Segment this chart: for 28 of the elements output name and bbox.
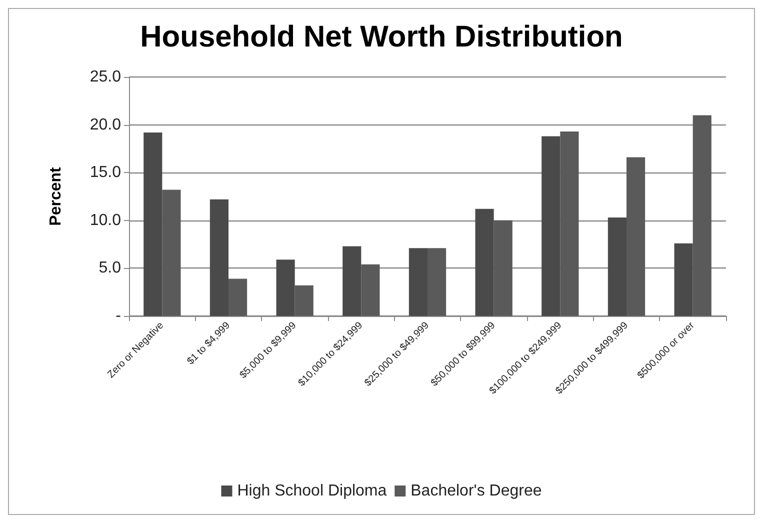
- y-axis-title: Percent: [48, 166, 64, 226]
- bar: [692, 115, 712, 316]
- y-tick-label: 20.0: [90, 116, 122, 134]
- y-tick-label: 10.0: [90, 212, 122, 229]
- y-tick-label: 5.0: [98, 260, 122, 277]
- bar: [626, 157, 646, 316]
- bar: [408, 248, 428, 316]
- chart-title: Household Net Worth Distribution: [140, 20, 623, 54]
- bar: [542, 136, 560, 316]
- bar: [361, 264, 380, 316]
- bar: [294, 285, 314, 316]
- bar: [428, 248, 446, 316]
- bar: [144, 132, 162, 316]
- bar: [560, 131, 579, 316]
- bar: [475, 208, 494, 316]
- bar: [162, 190, 181, 316]
- y-tick-label: 15.0: [90, 164, 122, 182]
- y-tick-label: 25.0: [90, 68, 122, 86]
- bar: [342, 246, 362, 316]
- y-tick-label: -: [116, 308, 121, 324]
- bar: [210, 199, 228, 316]
- bar: [276, 260, 295, 316]
- bar: [608, 218, 626, 316]
- bar: [494, 220, 512, 316]
- legend-label: Bachelor's Degree: [410, 482, 542, 500]
- bar: [228, 278, 248, 316]
- bar: [674, 243, 693, 316]
- legend-label: High School Diploma: [237, 482, 387, 500]
